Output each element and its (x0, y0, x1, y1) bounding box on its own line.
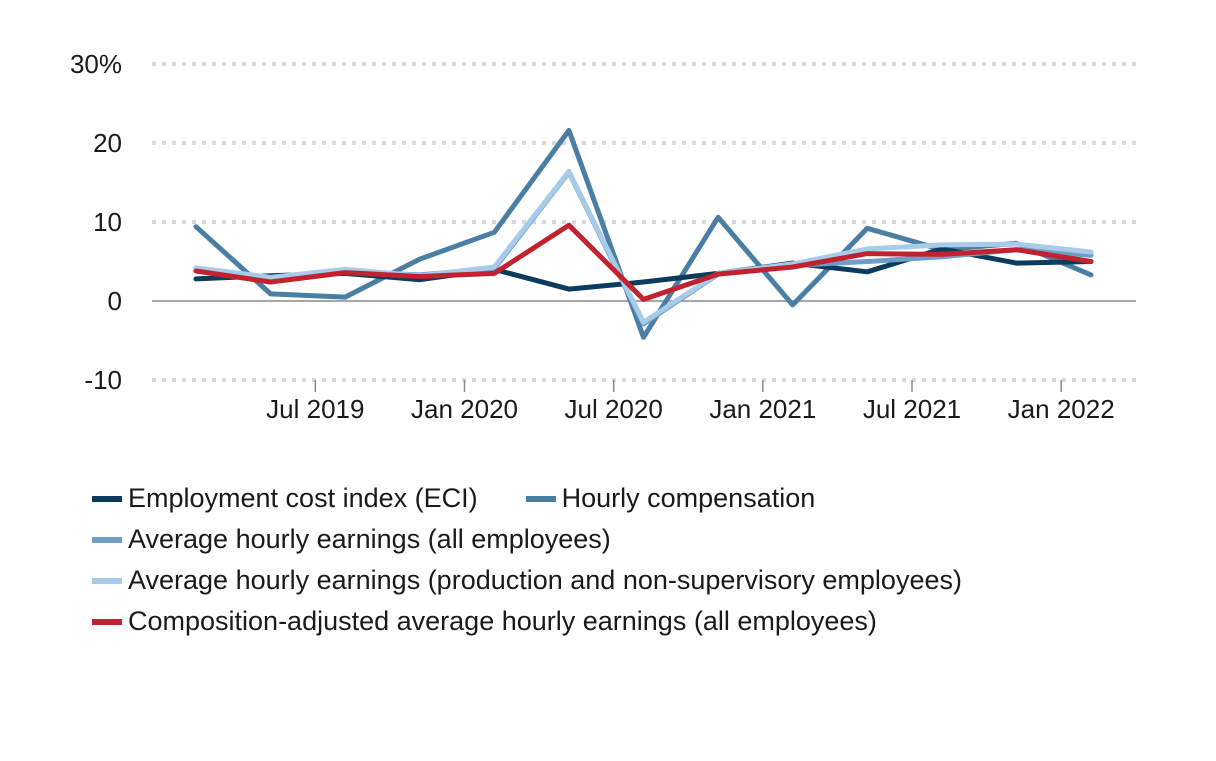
y-tick-label: 10 (93, 207, 122, 237)
legend-label-composition-adjusted: Composition-adjusted average hourly earn… (128, 606, 877, 636)
x-tick-label: Jul 2021 (863, 394, 961, 424)
line-chart: 30% 20 10 0 -10 Jul 2019 Jan 2020 Jul 2020 Jan … (70, 49, 1136, 424)
x-tick-label: Jul 2020 (565, 394, 663, 424)
series-line-3 (193, 168, 1094, 325)
legend-item-ahe-all: Average hourly earnings (all employees) (92, 519, 611, 560)
y-tick-label: 30% (70, 49, 122, 79)
y-tick-label: 0 (108, 286, 122, 316)
legend-row-1: Employment cost index (ECI) Hourly compe… (92, 478, 1010, 519)
legend-label-ahe-all: Average hourly earnings (all employees) (128, 524, 611, 554)
legend-swatch-ahe-production (92, 577, 122, 584)
series-line-1 (193, 127, 1094, 340)
x-tick-label: Jan 2022 (1008, 394, 1115, 424)
legend-item-ahe-production: Average hourly earnings (production and … (92, 560, 962, 601)
series-line-4 (193, 222, 1094, 302)
x-tick-label: Jul 2019 (266, 394, 364, 424)
series-lines (193, 127, 1094, 340)
legend-label-eci: Employment cost index (ECI) (128, 483, 478, 513)
legend-swatch-ahe-all (92, 536, 122, 543)
legend-row-3: Average hourly earnings (production and … (92, 560, 1010, 601)
x-axis: Jul 2019 Jan 2020 Jul 2020 Jan 2021 Jul 2021… (266, 380, 1115, 424)
legend-label-ahe-production: Average hourly earnings (production and … (128, 565, 962, 595)
legend-row-4: Composition-adjusted average hourly earn… (92, 601, 1010, 642)
legend-swatch-eci (92, 495, 122, 502)
y-tick-label: -10 (84, 365, 122, 395)
y-axis: 30% 20 10 0 -10 (70, 49, 122, 395)
x-tick-label: Jan 2021 (709, 394, 816, 424)
legend-item-eci: Employment cost index (ECI) (92, 478, 478, 519)
legend-row-2: Average hourly earnings (all employees) (92, 519, 1010, 560)
legend-swatch-hourly-compensation (525, 495, 556, 502)
legend-item-composition-adjusted: Composition-adjusted average hourly earn… (92, 601, 877, 642)
y-tick-label: 20 (93, 128, 122, 158)
legend-item-hourly-compensation: Hourly compensation (525, 478, 816, 519)
legend: Employment cost index (ECI) Hourly compe… (92, 478, 1010, 642)
x-tick-label: Jan 2020 (411, 394, 518, 424)
legend-swatch-composition-adjusted (92, 618, 122, 625)
legend-label-hourly-compensation: Hourly compensation (561, 483, 816, 513)
